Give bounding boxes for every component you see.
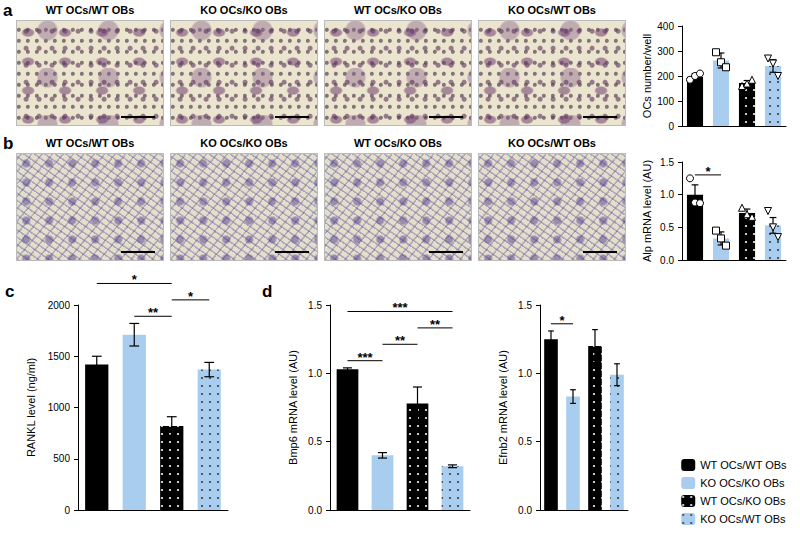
svg-text:Alp mRNA level (AU): Alp mRNA level (AU) (641, 160, 653, 262)
svg-text:KO OCs/WT OBs: KO OCs/WT OBs (700, 513, 786, 525)
html-text:WT OCs/WT OBs: WT OCs/WT OBs (45, 137, 135, 149)
svg-text:Efnb2 mRNA level (AU): Efnb2 mRNA level (AU) (497, 350, 509, 465)
svg-text:**: ** (430, 317, 441, 332)
svg-text:1.0: 1.0 (518, 368, 532, 379)
svg-text:1.5: 1.5 (660, 157, 674, 168)
svg-text:*: * (132, 272, 138, 287)
svg-text:0.0: 0.0 (308, 505, 322, 516)
svg-text:*: * (705, 164, 711, 179)
svg-text:0.0: 0.0 (660, 255, 674, 266)
svg-text:WT OCs/KO OBs: WT OCs/KO OBs (700, 495, 786, 507)
svg-text:**: ** (395, 333, 406, 348)
svg-text:0.0: 0.0 (518, 505, 532, 516)
html-text:a: a (3, 1, 13, 20)
svg-text:KO OCs/KO OBs: KO OCs/KO OBs (700, 477, 785, 489)
svg-text:***: *** (357, 350, 373, 365)
svg-text:200: 200 (657, 71, 674, 82)
svg-text:300: 300 (657, 46, 674, 57)
html-text:d: d (262, 282, 273, 301)
svg-text:**: ** (148, 305, 159, 320)
svg-text:RANKL level (ng/ml): RANKL level (ng/ml) (25, 358, 37, 457)
svg-text:1.0: 1.0 (660, 189, 674, 200)
svg-text:1.5: 1.5 (308, 300, 322, 311)
svg-text:100: 100 (657, 96, 674, 107)
svg-text:OCs number/well: OCs number/well (641, 34, 653, 118)
svg-text:*: * (188, 289, 194, 304)
svg-text:0: 0 (64, 505, 70, 516)
svg-text:***: *** (392, 300, 408, 315)
html-text:WT OCs/KO OBs: WT OCs/KO OBs (354, 4, 442, 16)
svg-text:400: 400 (657, 21, 674, 32)
svg-text:1500: 1500 (48, 351, 71, 362)
html-text:b: b (3, 134, 14, 153)
svg-text:1.5: 1.5 (518, 300, 532, 311)
svg-text:1.0: 1.0 (308, 368, 322, 379)
svg-text:WT OCs/WT OBs: WT OCs/WT OBs (700, 459, 787, 471)
svg-text:0.5: 0.5 (660, 222, 674, 233)
svg-text:1000: 1000 (48, 402, 71, 413)
svg-text:2000: 2000 (48, 300, 71, 311)
svg-text:0: 0 (668, 121, 674, 132)
html-text:WT OCs/WT OBs: WT OCs/WT OBs (45, 4, 135, 16)
svg-text:500: 500 (53, 453, 70, 464)
html-text:KO OCs/WT OBs: KO OCs/WT OBs (508, 137, 596, 149)
html-text:c: c (5, 282, 15, 301)
html-text:KO OCs/WT OBs: KO OCs/WT OBs (508, 4, 596, 16)
html-text:KO OCs/KO OBs: KO OCs/KO OBs (200, 4, 288, 16)
svg-text:Bmp6 mRNA level (AU): Bmp6 mRNA level (AU) (287, 350, 299, 465)
svg-text:*: * (559, 313, 565, 328)
html-text:KO OCs/KO OBs: KO OCs/KO OBs (200, 137, 288, 149)
html-text:WT OCs/KO OBs: WT OCs/KO OBs (354, 137, 442, 149)
svg-text:0.5: 0.5 (518, 436, 532, 447)
svg-text:0.5: 0.5 (308, 436, 322, 447)
